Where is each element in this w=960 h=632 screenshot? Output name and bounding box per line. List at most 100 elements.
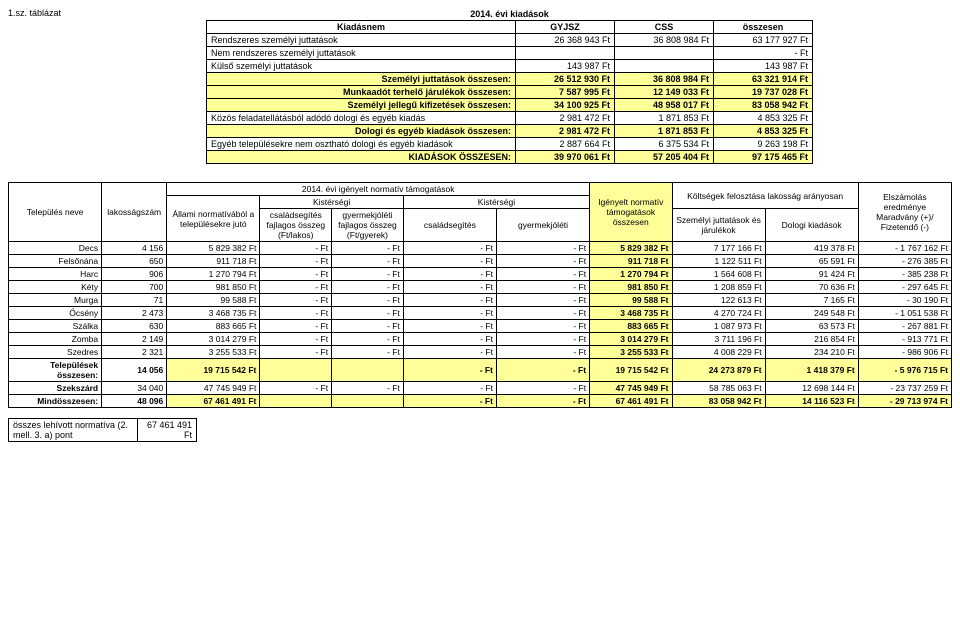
t1-row-label: Rendszeres személyi juttatások <box>207 34 516 47</box>
t2-ig: 981 850 Ft <box>590 281 672 294</box>
t2-k2 <box>332 359 404 382</box>
t1-row-c1: 26 368 943 Ft <box>516 34 615 47</box>
t1-row-c3: 9 263 198 Ft <box>714 138 813 151</box>
t2-k1: - Ft <box>260 307 332 320</box>
t3-label: összes lehívott normatíva (2. mell. 3. a… <box>9 419 138 442</box>
t1-row-c1: 2 981 472 Ft <box>516 125 615 138</box>
t2-k1: - Ft <box>260 320 332 333</box>
t1-row-c2: 1 871 853 Ft <box>615 112 714 125</box>
t2-sz: 4 008 229 Ft <box>672 346 765 359</box>
t2-ig: 3 014 279 Ft <box>590 333 672 346</box>
t1-row-c3: 83 058 942 Ft <box>714 99 813 112</box>
t2-sz: 83 058 942 Ft <box>672 395 765 408</box>
t2-gy: - Ft <box>496 307 589 320</box>
t2-allami: 19 715 542 Ft <box>167 359 260 382</box>
t2-h-igenyelt: Igényelt normatív támogatások összesen <box>590 183 672 242</box>
t2-h-gyermekjole: gyermekjóléti fajlagos összeg (Ft/gyerek… <box>332 209 404 242</box>
t2-el: - 267 881 Ft <box>858 320 951 333</box>
t2-dl: 63 573 Ft <box>765 320 858 333</box>
t2-k1 <box>260 395 332 408</box>
t2-sz: 1 122 511 Ft <box>672 255 765 268</box>
t2-sz: 3 711 196 Ft <box>672 333 765 346</box>
t2-k1: - Ft <box>260 346 332 359</box>
t2-gy: - Ft <box>496 294 589 307</box>
t2-name: Őcsény <box>9 307 102 320</box>
t2-ig: 3 468 735 Ft <box>590 307 672 320</box>
t2-h-elszamolas: Elszámolás eredménye Maradvány (+)/ Fize… <box>858 183 951 242</box>
t2-allami: 911 718 Ft <box>167 255 260 268</box>
t1-row-c3: 63 321 914 Ft <box>714 73 813 86</box>
table1-label: 1.sz. táblázat <box>8 8 61 18</box>
t2-sz: 1 564 608 Ft <box>672 268 765 281</box>
t1-row-c2 <box>615 47 714 60</box>
t2-name: Felsőnána <box>9 255 102 268</box>
t2-name: Szálka <box>9 320 102 333</box>
t2-name: Szedres <box>9 346 102 359</box>
t2-cs: - Ft <box>403 242 496 255</box>
t2-gy: - Ft <box>496 255 589 268</box>
t2-cs: - Ft <box>403 281 496 294</box>
t2-dl: 249 548 Ft <box>765 307 858 320</box>
t2-lakossag: 630 <box>102 320 167 333</box>
t2-cs: - Ft <box>403 395 496 408</box>
t1-row-c1 <box>516 47 615 60</box>
t2-h-kistersegi: Kistérségi <box>260 196 403 209</box>
t2-dl: 216 854 Ft <box>765 333 858 346</box>
t2-cs: - Ft <box>403 268 496 281</box>
t2-el: - 385 238 Ft <box>858 268 951 281</box>
t1-row-c2: 36 808 984 Ft <box>615 34 714 47</box>
t1-row-c1: 7 587 995 Ft <box>516 86 615 99</box>
t1-row-c3: 4 853 325 Ft <box>714 112 813 125</box>
t2-ig: 99 588 Ft <box>590 294 672 307</box>
t2-el: - 5 976 715 Ft <box>858 359 951 382</box>
t2-h-szemelyi: Személyi juttatások és járulékok <box>672 209 765 242</box>
t2-h-koltsegek: Költségek felosztása lakosság arányosan <box>672 183 858 209</box>
t2-name: Szekszárd <box>9 382 102 395</box>
t2-allami: 99 588 Ft <box>167 294 260 307</box>
t2-dl: 234 210 Ft <box>765 346 858 359</box>
t2-k2 <box>332 395 404 408</box>
t2-ig: 3 255 533 Ft <box>590 346 672 359</box>
t2-k1: - Ft <box>260 281 332 294</box>
t2-h-csaladsegites: családsegítés <box>403 209 496 242</box>
t2-h-gyermekjoleti: gyermekjóléti <box>496 209 589 242</box>
t1-row-c2: 36 808 984 Ft <box>615 73 714 86</box>
t2-k1: - Ft <box>260 255 332 268</box>
t2-lakossag: 2 149 <box>102 333 167 346</box>
t2-dl: 12 698 144 Ft <box>765 382 858 395</box>
t2-sz: 1 208 859 Ft <box>672 281 765 294</box>
t1-row-label: Külső személyi juttatások <box>207 60 516 73</box>
t1-row-c1: 2 981 472 Ft <box>516 112 615 125</box>
t1-row-label: Személyi jellegű kifizetések összesen: <box>207 99 516 112</box>
t2-sz: 24 273 879 Ft <box>672 359 765 382</box>
t2-name: Kéty <box>9 281 102 294</box>
t2-gy: - Ft <box>496 320 589 333</box>
t2-lakossag: 34 040 <box>102 382 167 395</box>
t1-row-c2 <box>615 60 714 73</box>
t2-lakossag: 906 <box>102 268 167 281</box>
t2-dl: 1 418 379 Ft <box>765 359 858 382</box>
t2-k1: - Ft <box>260 333 332 346</box>
t2-k2: - Ft <box>332 333 404 346</box>
t2-name: Települések összesen: <box>9 359 102 382</box>
t1-row-c3: 63 177 927 Ft <box>714 34 813 47</box>
t2-ig: 1 270 794 Ft <box>590 268 672 281</box>
t1-row-c2: 12 149 033 Ft <box>615 86 714 99</box>
t1-row-c1: 143 987 Ft <box>516 60 615 73</box>
t1-h3: összesen <box>714 21 813 34</box>
t2-sz: 1 087 973 Ft <box>672 320 765 333</box>
t1-row-c2: 57 205 404 Ft <box>615 151 714 164</box>
t2-allami: 1 270 794 Ft <box>167 268 260 281</box>
t2-gy: - Ft <box>496 395 589 408</box>
t2-k1: - Ft <box>260 382 332 395</box>
table1: 2014. évi kiadások Kiadásnem GYJSZ CSS ö… <box>206 8 813 164</box>
t1-row-c3: 143 987 Ft <box>714 60 813 73</box>
t2-lakossag: 4 156 <box>102 242 167 255</box>
t2-lakossag: 71 <box>102 294 167 307</box>
t1-row-label: Dologi és egyéb kiadások összesen: <box>207 125 516 138</box>
t1-row-label: Személyi juttatások összesen: <box>207 73 516 86</box>
t2-name: Decs <box>9 242 102 255</box>
t2-h-allami: Állami normatívából a településekre jutó <box>167 196 260 242</box>
t2-ig: 47 745 949 Ft <box>590 382 672 395</box>
t2-k2: - Ft <box>332 281 404 294</box>
